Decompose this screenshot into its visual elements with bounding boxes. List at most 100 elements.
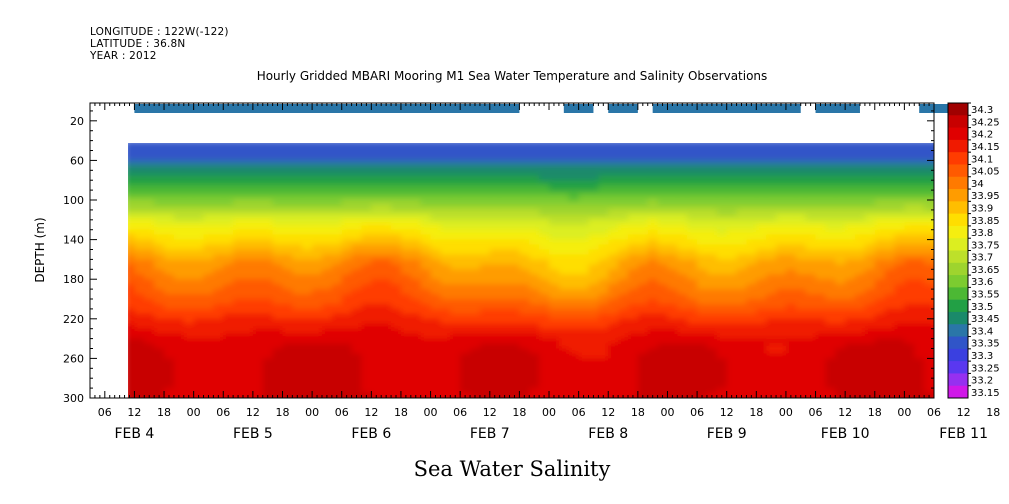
colorbar-label: 33.4 — [971, 326, 993, 337]
colorbar-label: 33.7 — [971, 253, 993, 264]
colorbar-label: 33.3 — [971, 351, 993, 362]
y-tick-label: 260 — [63, 352, 84, 365]
colorbar-label: 33.8 — [971, 228, 993, 239]
x-day-label: FEB 7 — [470, 426, 510, 442]
colorbar-swatch — [948, 127, 968, 141]
x-tick-label: 00 — [660, 406, 674, 419]
x-tick-label: 18 — [631, 406, 645, 419]
colorbar-swatch — [948, 189, 968, 202]
x-day-label: FEB 9 — [707, 426, 747, 442]
x-tick-label: 06 — [335, 406, 349, 419]
x-tick-label: 00 — [187, 406, 201, 419]
x-day-label: FEB 6 — [351, 426, 391, 442]
axes: 06 12 18 00 06 12 18 00 06 12 18 00 06 12 18 00 06 12 18 00… — [63, 103, 1000, 442]
colorbar-label: 34.15 — [971, 142, 1000, 153]
colorbar-swatch — [948, 176, 968, 190]
colorbar-label: 34.2 — [971, 130, 993, 141]
colorbar-label: 33.35 — [971, 339, 1000, 350]
colorbar-swatch — [948, 238, 968, 251]
y-axis-label: DEPTH (m) — [33, 217, 47, 282]
y-tick-label: 100 — [63, 194, 84, 207]
x-tick-label: 18 — [275, 406, 289, 419]
y-tick-label: 180 — [63, 273, 84, 286]
x-tick-label: 06 — [216, 406, 230, 419]
x-tick-label: 06 — [809, 406, 823, 419]
colorbar-label: 33.55 — [971, 290, 1000, 301]
colorbar-swatch — [948, 152, 968, 165]
y-tick-label: 60 — [70, 154, 84, 167]
colorbar-swatch — [948, 311, 968, 325]
x-tick-label: 00 — [305, 406, 319, 419]
colorbar-swatch — [948, 385, 968, 399]
salinity-field — [128, 143, 934, 398]
surface-bar-segment — [608, 104, 638, 113]
colorbar-swatch — [948, 299, 968, 313]
x-tick-label: 18 — [749, 406, 763, 419]
colorbar-label: 33.15 — [971, 388, 1000, 399]
x-tick-label: 06 — [690, 406, 704, 419]
colorbar-label: 33.85 — [971, 216, 1000, 227]
colorbar-swatch — [948, 361, 968, 374]
x-tick-label: 06 — [572, 406, 586, 419]
y-tick-label: 140 — [63, 234, 84, 247]
x-tick-label: 18 — [394, 406, 408, 419]
latitude-label: LATITUDE : 36.8N — [90, 38, 186, 50]
colorbar-label: 33.45 — [971, 314, 1000, 325]
colorbar-swatch — [948, 201, 968, 215]
x-tick-label: 18 — [512, 406, 526, 419]
colorbar-label: 34.05 — [971, 167, 1000, 178]
x-tick-label: 00 — [779, 406, 793, 419]
surface-bar-segment — [134, 104, 520, 113]
x-tick-label: 06 — [98, 406, 112, 419]
bottom-title: Sea Water Salinity — [414, 457, 611, 481]
colorbar-swatch — [948, 139, 968, 153]
colorbar-swatch — [948, 213, 968, 227]
colorbar-swatch — [948, 287, 968, 301]
x-day-label: FEB 8 — [588, 426, 628, 442]
x-tick-label: 06 — [453, 406, 467, 419]
x-tick-label: 00 — [424, 406, 438, 419]
colorbar-swatch — [948, 262, 968, 276]
colorbar-label: 33.75 — [971, 240, 1000, 251]
x-tick-label: 12 — [127, 406, 141, 419]
colorbar-label: 34.25 — [971, 117, 1000, 128]
colorbar-swatch — [948, 324, 968, 338]
colorbar-label: 33.95 — [971, 191, 1000, 202]
surface-bar-segment — [815, 104, 860, 113]
colorbar-swatch — [948, 225, 968, 239]
colorbar-swatch — [948, 164, 968, 178]
x-day-label: FEB 10 — [821, 426, 870, 442]
x-tick-label: 06 — [927, 406, 941, 419]
colorbar-label: 33.65 — [971, 265, 1000, 276]
x-day-label: FEB 11 — [939, 426, 988, 442]
colorbar-label: 34.1 — [971, 154, 993, 165]
x-tick-label: 00 — [542, 406, 556, 419]
colorbar-swatch — [948, 348, 968, 362]
colorbar-swatch — [948, 275, 968, 288]
colorbar-label: 34 — [971, 179, 984, 190]
x-tick-label: 12 — [246, 406, 260, 419]
colorbar-label: 33.25 — [971, 363, 1000, 374]
y-tick-label: 300 — [63, 392, 84, 405]
x-tick-label: 00 — [897, 406, 911, 419]
plot-frame — [89, 102, 935, 399]
x-tick-label: 12 — [838, 406, 852, 419]
x-day-label: FEB 5 — [233, 426, 273, 442]
colorbar-swatch — [948, 250, 968, 264]
x-tick-label: 12 — [364, 406, 378, 419]
x-tick-label: 18 — [157, 406, 171, 419]
year-label: YEAR : 2012 — [90, 50, 157, 62]
x-day-label: FEB 4 — [114, 426, 154, 442]
x-tick-label: 18 — [986, 406, 1000, 419]
x-tick-label: 12 — [720, 406, 734, 419]
colorbar-label: 33.9 — [971, 203, 993, 214]
colorbar-label: 33.5 — [971, 302, 993, 313]
y-tick-label: 20 — [70, 115, 84, 128]
x-tick-label: 12 — [957, 406, 971, 419]
colorbar-swatch — [948, 103, 968, 116]
chart-title: Hourly Gridded MBARI Mooring M1 Sea Wate… — [257, 69, 768, 83]
x-tick-label: 18 — [868, 406, 882, 419]
y-tick-label: 220 — [63, 313, 84, 326]
